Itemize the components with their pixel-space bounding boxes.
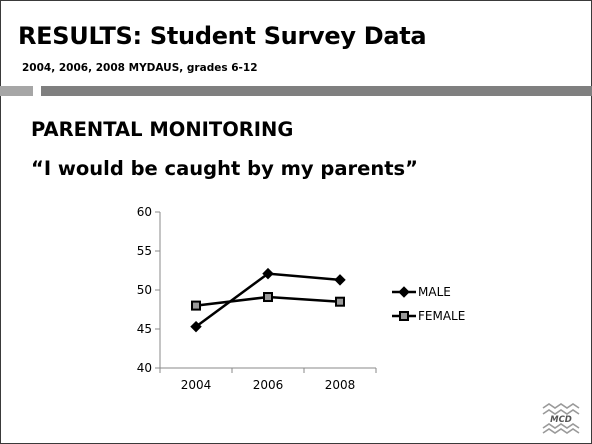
legend-marker-male bbox=[398, 286, 410, 298]
data-point-male bbox=[262, 267, 274, 280]
x-tick-label: 2008 bbox=[325, 378, 356, 392]
data-point-female bbox=[263, 292, 273, 303]
slide-subtitle: 2004, 2006, 2008 MYDAUS, grades 6-12 bbox=[22, 62, 258, 74]
data-point-female bbox=[335, 296, 345, 307]
y-tick-label: 40 bbox=[137, 361, 152, 375]
data-point-female bbox=[191, 300, 201, 311]
y-tick-label: 45 bbox=[137, 322, 152, 336]
x-tick-label: 2004 bbox=[181, 378, 212, 392]
mcd-logo: MCD bbox=[542, 403, 580, 434]
decorative-band-right bbox=[41, 86, 592, 96]
y-tick-label: 50 bbox=[137, 283, 152, 297]
data-point-male bbox=[334, 274, 346, 286]
slide-title: RESULTS: Student Survey Data bbox=[18, 22, 427, 50]
data-point-male bbox=[190, 320, 202, 333]
logo-text: MCD bbox=[550, 415, 572, 425]
y-tick-label: 55 bbox=[137, 244, 152, 258]
y-tick-label: 60 bbox=[137, 205, 152, 219]
section-heading: PARENTAL MONITORING bbox=[31, 118, 294, 141]
legend-label-male: MALE bbox=[418, 285, 451, 299]
x-tick-label: 2006 bbox=[253, 378, 284, 392]
decorative-band-left bbox=[0, 86, 33, 96]
survey-question: “I would be caught by my parents” bbox=[31, 157, 418, 180]
legend-label-female: FEMALE bbox=[418, 309, 465, 323]
legend-marker-female bbox=[399, 311, 409, 321]
